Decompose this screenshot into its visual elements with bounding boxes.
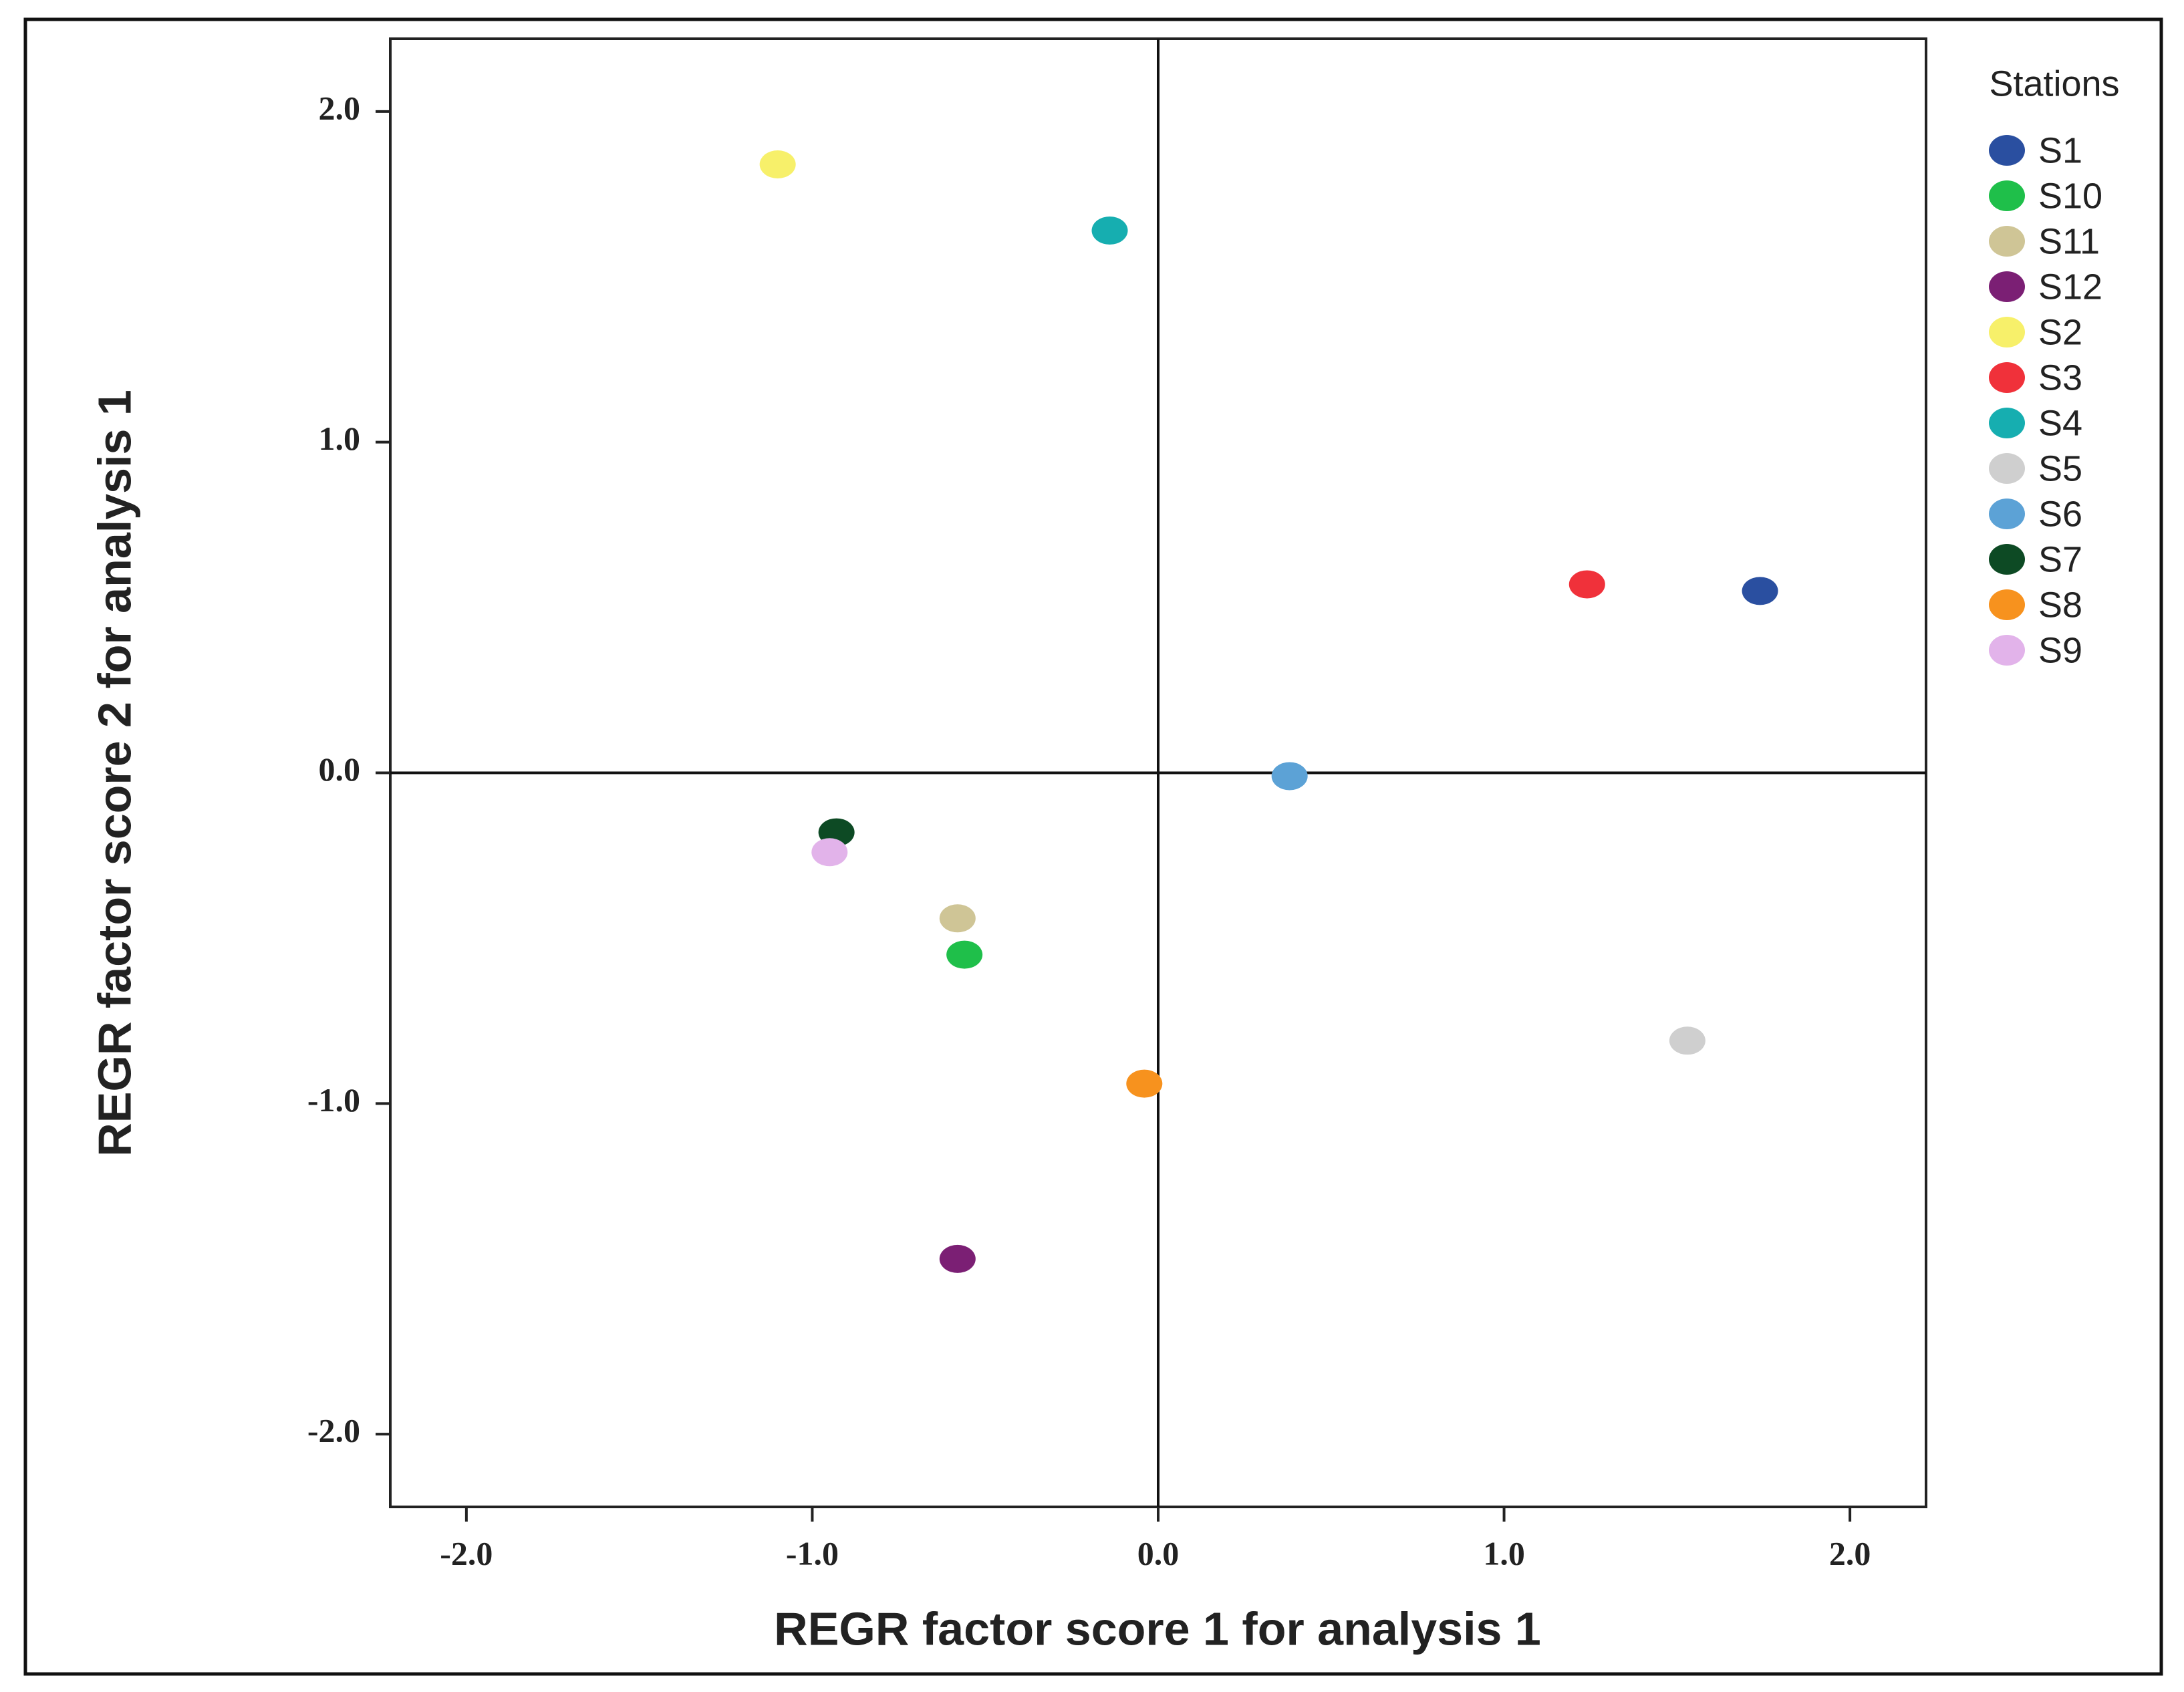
point xyxy=(1126,1069,1163,1098)
x-tick-label: 2.0 xyxy=(1829,1534,1871,1572)
x-axis-title: REGR factor score 1 for analysis 1 xyxy=(774,1602,1541,1655)
point xyxy=(1271,762,1308,791)
legend-marker xyxy=(1989,226,2025,257)
point xyxy=(1742,577,1778,605)
legend-label: S8 xyxy=(2038,585,2082,625)
legend-marker xyxy=(1989,499,2025,529)
legend-marker xyxy=(1989,317,2025,347)
x-tick-label: 0.0 xyxy=(1137,1534,1180,1572)
legend-label: S9 xyxy=(2038,630,2082,670)
legend-marker xyxy=(1989,453,2025,484)
legend-marker xyxy=(1989,180,2025,211)
x-tick-label: 1.0 xyxy=(1483,1534,1525,1572)
y-tick-label: -1.0 xyxy=(307,1081,360,1119)
legend-marker xyxy=(1989,271,2025,302)
y-axis-title: REGR factor score 2 for analysis 1 xyxy=(88,390,140,1157)
legend-label: S3 xyxy=(2038,358,2082,398)
point xyxy=(946,940,983,969)
y-tick-label: 2.0 xyxy=(319,89,361,126)
point xyxy=(939,1244,976,1273)
y-tick-label: 0.0 xyxy=(319,750,361,788)
point xyxy=(811,838,848,867)
legend-label: S12 xyxy=(2038,267,2102,307)
point xyxy=(759,150,796,179)
point xyxy=(1669,1026,1705,1055)
frame xyxy=(23,17,2163,1676)
point xyxy=(1091,216,1128,245)
point xyxy=(1568,570,1605,599)
legend-label: S1 xyxy=(2038,130,2082,170)
legend-label: S2 xyxy=(2038,312,2082,352)
x-tick-label: -2.0 xyxy=(440,1534,493,1572)
y-tick-label: -2.0 xyxy=(307,1412,360,1449)
legend-marker xyxy=(1989,135,2025,166)
legend-label: S4 xyxy=(2038,403,2082,443)
legend-label: S10 xyxy=(2038,176,2102,216)
legend-marker xyxy=(1989,635,2025,666)
legend-marker xyxy=(1989,589,2025,620)
legend-marker xyxy=(1989,408,2025,438)
legend-title: Stations xyxy=(1989,63,2119,104)
point xyxy=(939,904,976,933)
legend-marker xyxy=(1989,362,2025,393)
legend-label: S5 xyxy=(2038,448,2082,488)
legend-label: S11 xyxy=(2038,221,2100,261)
y-tick-label: 1.0 xyxy=(319,420,361,457)
legend-marker xyxy=(1989,544,2025,575)
legend-label: S7 xyxy=(2038,539,2082,579)
legend-label: S6 xyxy=(2038,494,2082,534)
x-tick-label: -1.0 xyxy=(786,1534,839,1572)
